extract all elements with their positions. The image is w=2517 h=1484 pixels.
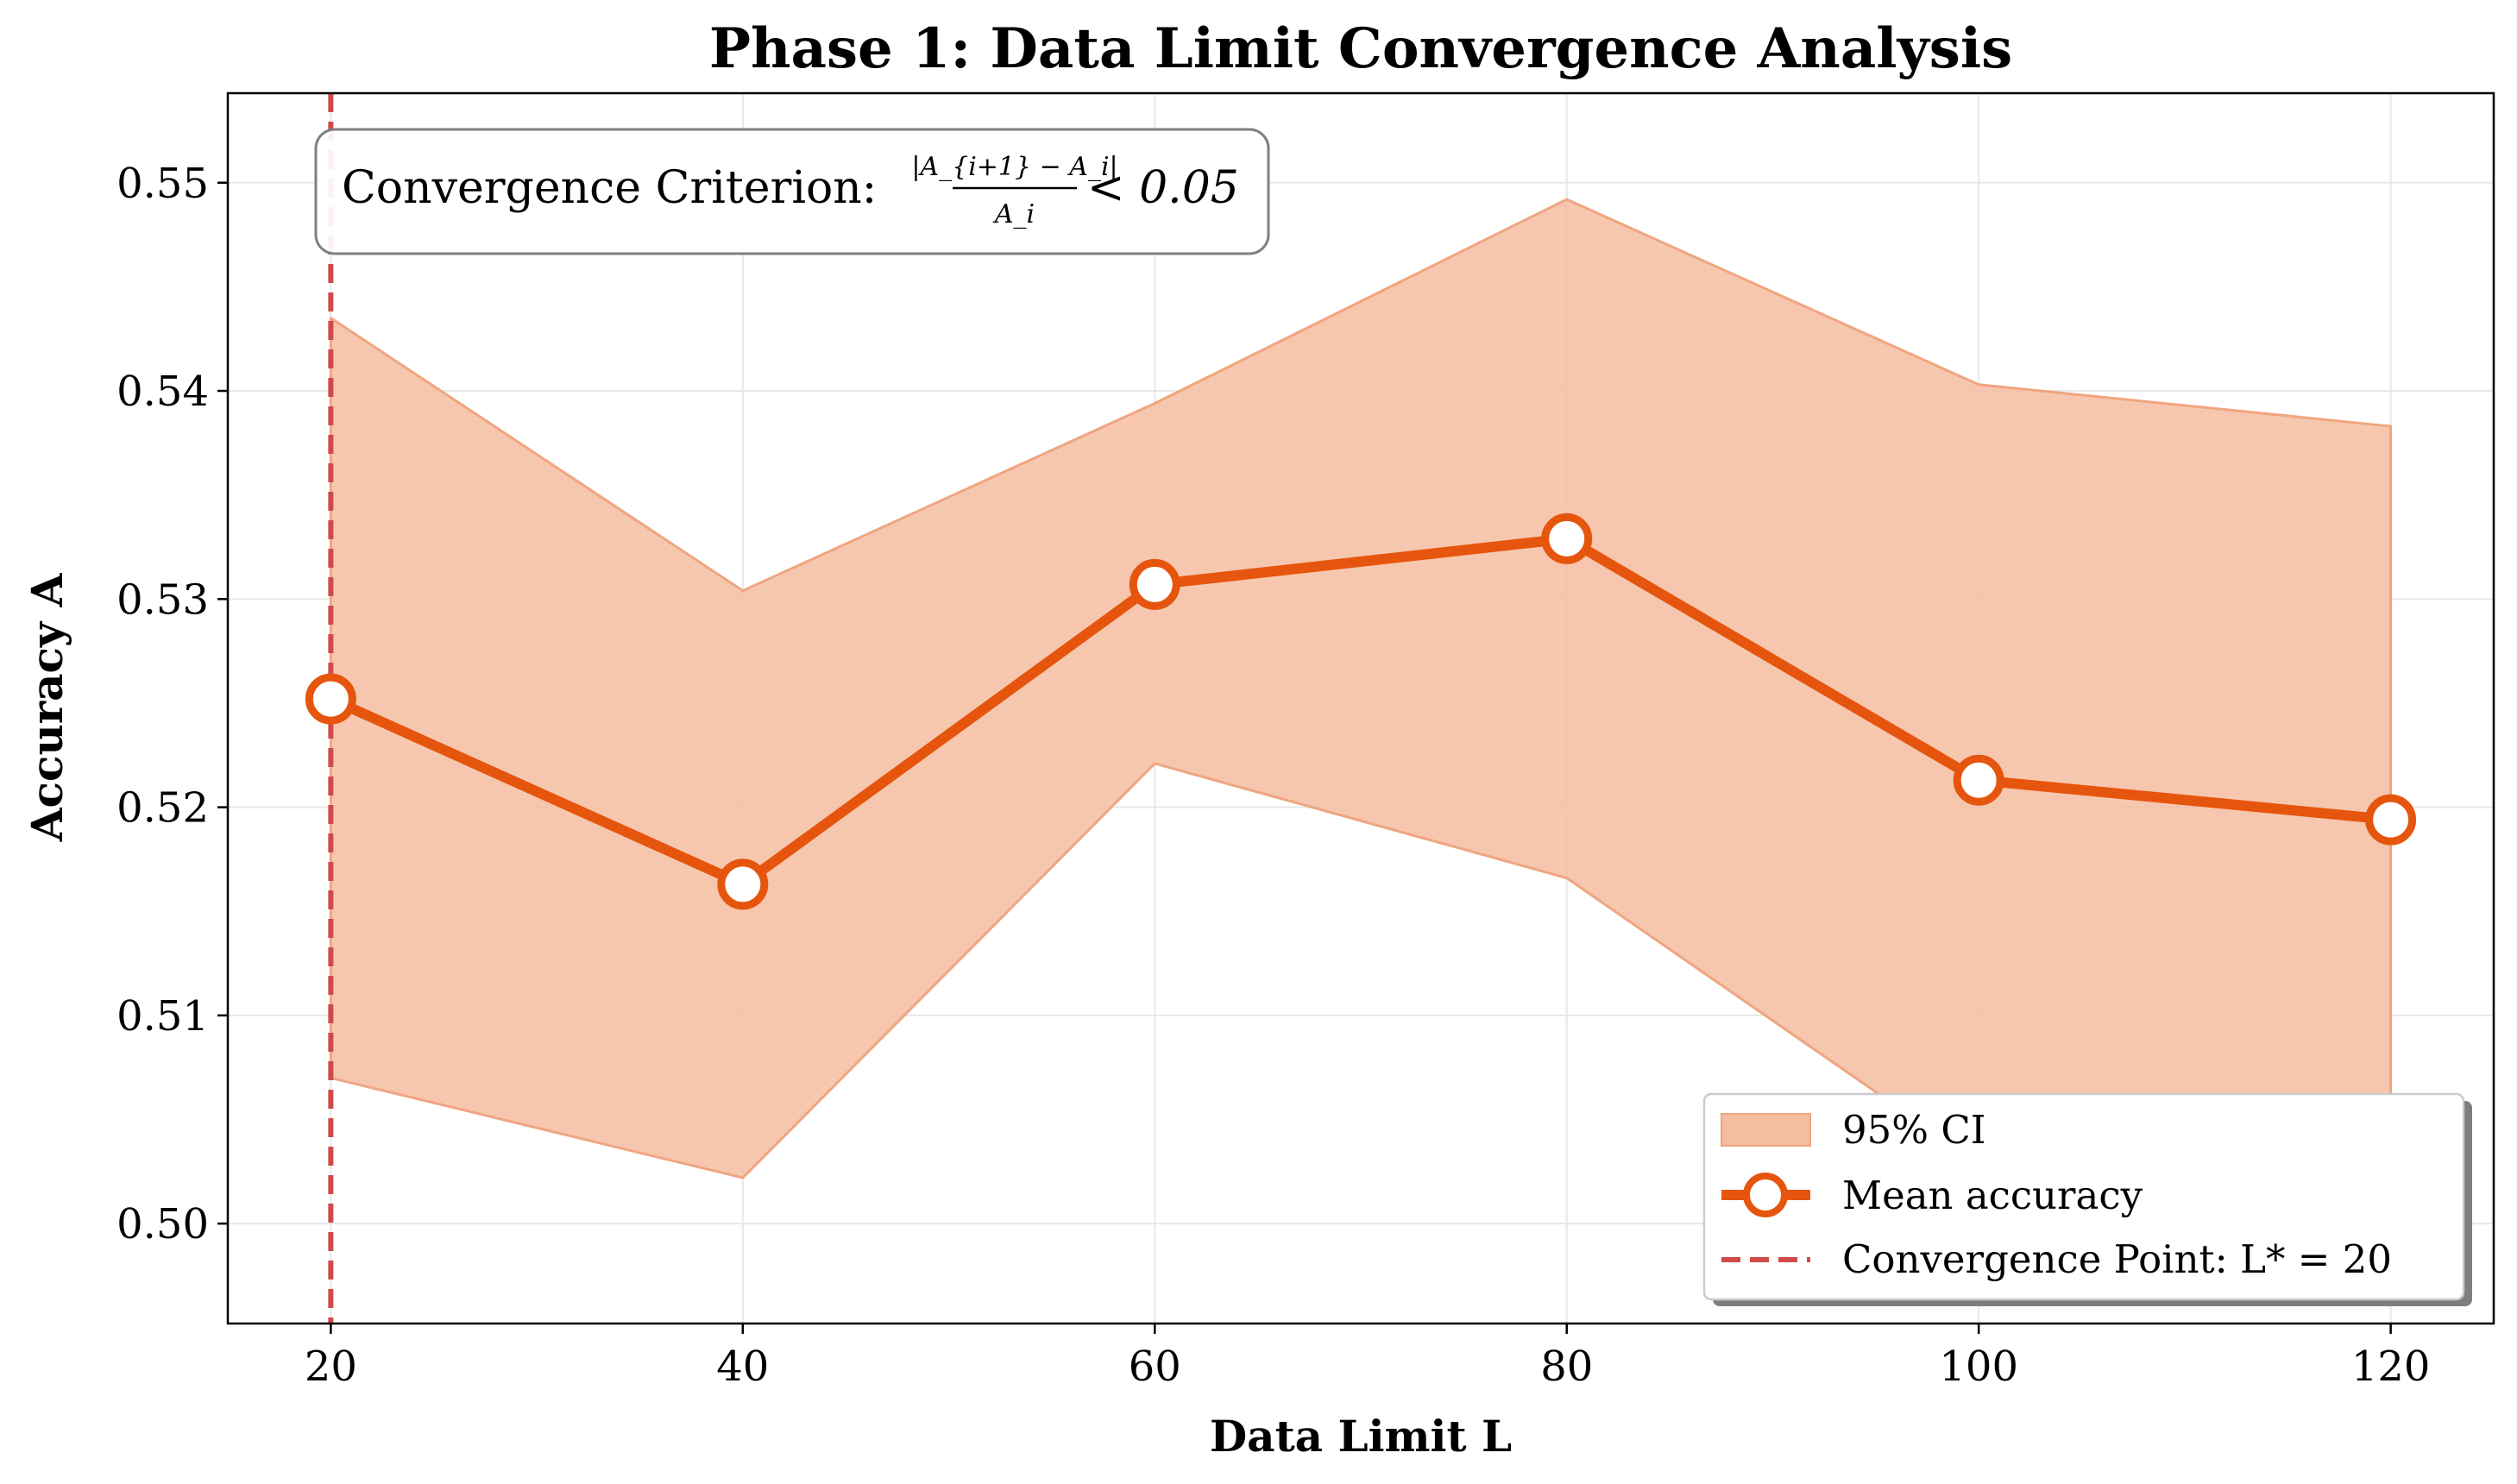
x-tick-label: 100 <box>1939 1343 2018 1391</box>
y-tick-label: 0.52 <box>116 784 209 833</box>
annotation-prefix: Convergence Criterion: <box>342 162 877 214</box>
chart-title: Phase 1: Data Limit Convergence Analysis <box>709 16 2012 81</box>
mean-accuracy-point <box>1541 512 1593 564</box>
x-tick-label: 80 <box>1540 1343 1593 1391</box>
mean-points-layer <box>305 512 2417 910</box>
legend-ci-swatch <box>1721 1113 1811 1147</box>
convergence-criterion-annotation: Convergence Criterion: |A_{i+1} − A_i| A… <box>314 128 1270 255</box>
x-tick-label: 60 <box>1129 1343 1181 1391</box>
mean-accuracy-point <box>717 858 769 910</box>
legend-convergence-label: Convergence Point: L* = 20 <box>1842 1236 2392 1282</box>
annotation-numerator: |A_{i+1} − A_i| <box>911 152 1117 182</box>
y-tick-label: 0.55 <box>116 160 209 208</box>
x-tick-label: 120 <box>2351 1343 2431 1391</box>
mean-accuracy-point <box>1129 558 1180 610</box>
annotation-denominator: A_i <box>992 199 1035 230</box>
x-axis-title: Data Limit L <box>1210 1411 1512 1462</box>
mean-accuracy-point <box>305 673 356 725</box>
legend-ci-label: 95% CI <box>1842 1107 1986 1153</box>
mean-line-layer <box>325 533 2396 890</box>
annotation-box <box>314 128 1270 255</box>
y-tick-label: 0.51 <box>116 992 209 1041</box>
legend: 95% CI Mean accuracy Convergence Point: … <box>1702 1092 2472 1306</box>
mean-accuracy-point <box>1953 754 2004 806</box>
x-axis: 20 40 60 80 100 120 <box>305 1324 2431 1391</box>
mean-accuracy-line <box>325 533 2396 890</box>
legend-box <box>1702 1092 2465 1301</box>
y-tick-label: 0.50 <box>116 1200 209 1248</box>
x-tick-label: 20 <box>305 1343 357 1391</box>
plot-frame <box>226 91 2495 1325</box>
y-axis-title: Accuracy A <box>22 573 72 843</box>
legend-mean-label: Mean accuracy <box>1842 1173 2143 1218</box>
y-tick-label: 0.54 <box>116 368 209 416</box>
mean-accuracy-point <box>2365 794 2417 846</box>
legend-mean-marker <box>1743 1173 1788 1217</box>
x-tick-label: 40 <box>716 1343 769 1391</box>
y-tick-label: 0.53 <box>116 575 209 624</box>
annotation-suffix: < 0.05 <box>1087 162 1239 214</box>
y-axis: 0.50 0.51 0.52 0.53 0.54 0.55 <box>116 160 228 1248</box>
